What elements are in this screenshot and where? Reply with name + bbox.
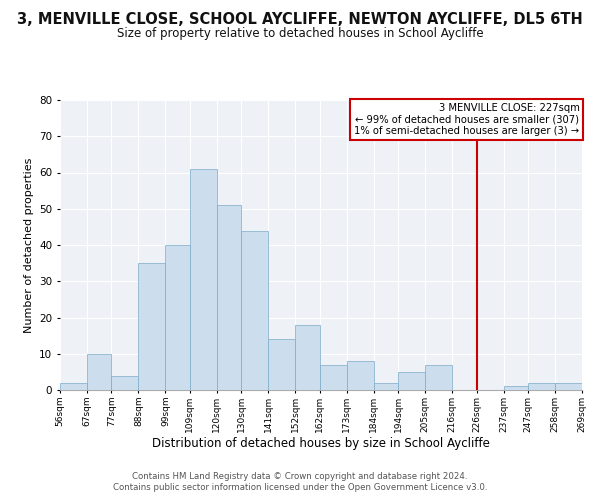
Text: 3, MENVILLE CLOSE, SCHOOL AYCLIFFE, NEWTON AYCLIFFE, DL5 6TH: 3, MENVILLE CLOSE, SCHOOL AYCLIFFE, NEWT…	[17, 12, 583, 28]
Bar	[425, 364, 452, 390]
Bar	[139, 263, 166, 390]
Bar	[347, 361, 374, 390]
X-axis label: Distribution of detached houses by size in School Aycliffe: Distribution of detached houses by size …	[152, 438, 490, 450]
Bar	[166, 245, 190, 390]
Bar	[241, 230, 268, 390]
Bar	[320, 364, 347, 390]
Text: Contains public sector information licensed under the Open Government Licence v3: Contains public sector information licen…	[113, 484, 487, 492]
Text: 3 MENVILLE CLOSE: 227sqm
← 99% of detached houses are smaller (307)
1% of semi-d: 3 MENVILLE CLOSE: 227sqm ← 99% of detach…	[354, 103, 580, 136]
Bar	[60, 383, 87, 390]
Bar	[528, 383, 555, 390]
Bar	[87, 354, 112, 390]
Text: Size of property relative to detached houses in School Aycliffe: Size of property relative to detached ho…	[116, 28, 484, 40]
Bar	[503, 386, 528, 390]
Bar	[268, 339, 295, 390]
Bar	[112, 376, 139, 390]
Bar	[295, 325, 320, 390]
Bar	[398, 372, 425, 390]
Bar	[217, 205, 241, 390]
Bar	[374, 383, 398, 390]
Bar	[190, 169, 217, 390]
Bar	[555, 383, 582, 390]
Y-axis label: Number of detached properties: Number of detached properties	[23, 158, 34, 332]
Text: Contains HM Land Registry data © Crown copyright and database right 2024.: Contains HM Land Registry data © Crown c…	[132, 472, 468, 481]
